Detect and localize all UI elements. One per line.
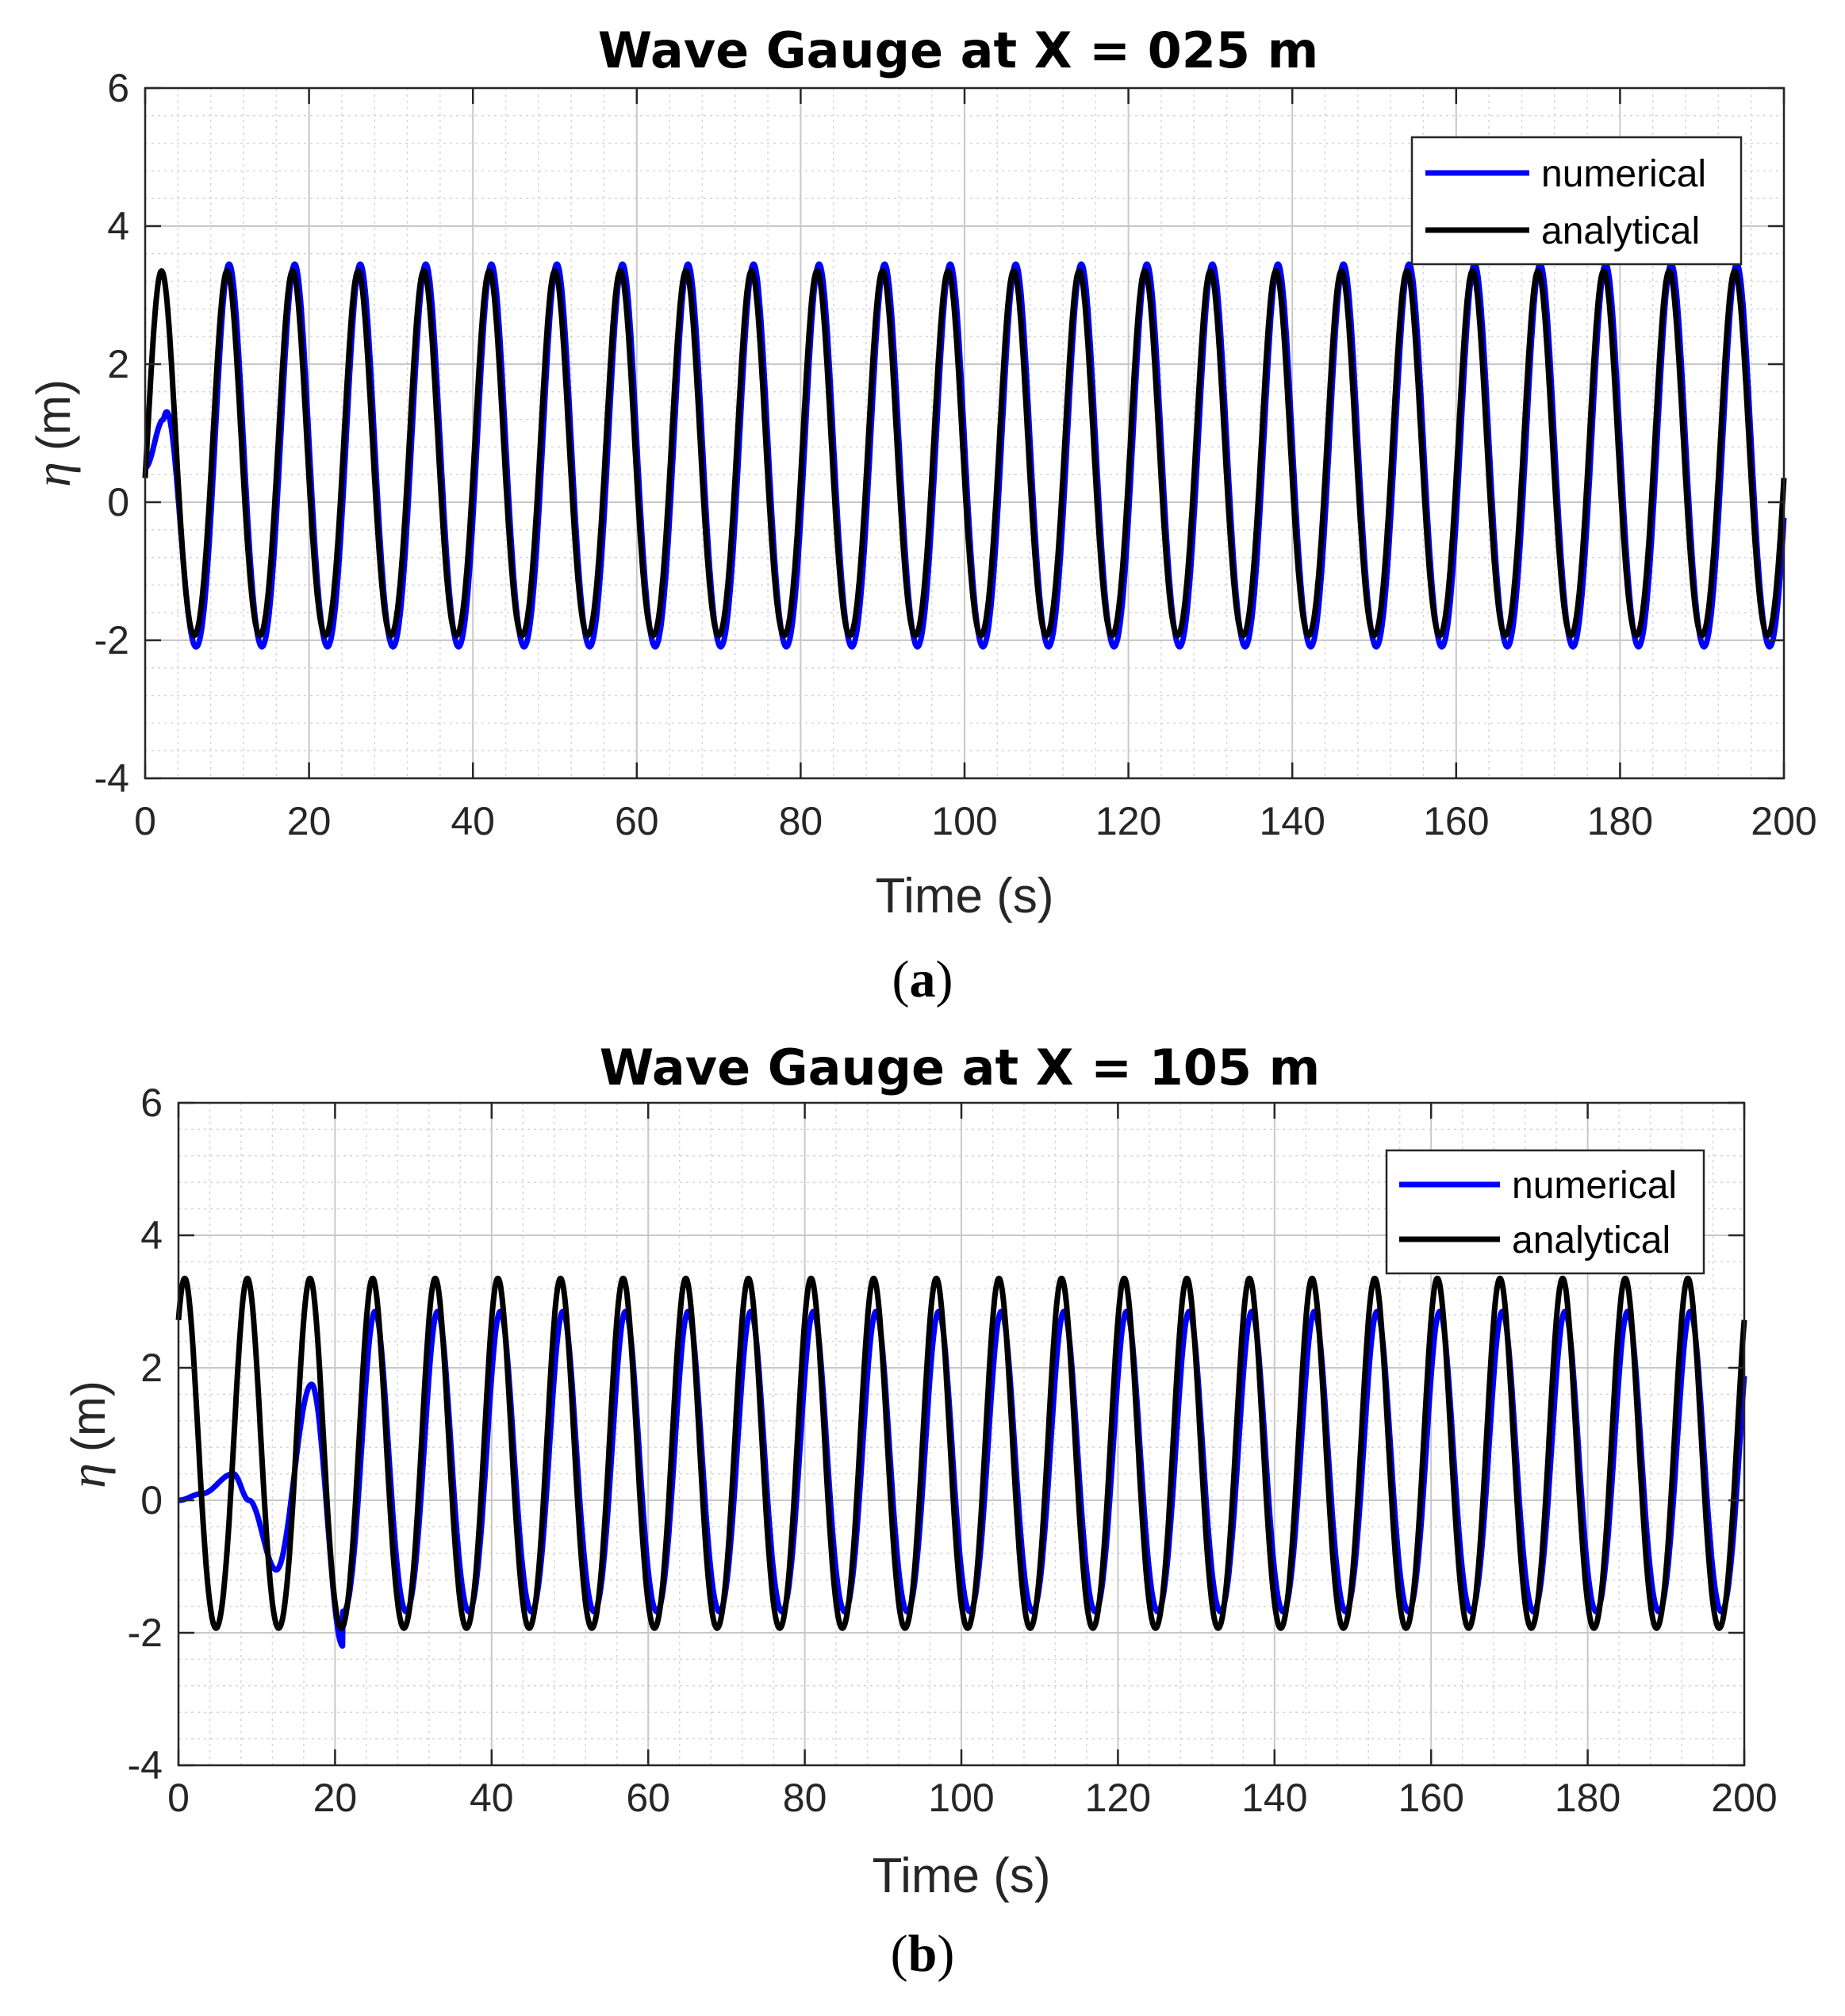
y-tick-label: 4 <box>107 204 129 248</box>
legend-a: numerical analytical <box>1410 136 1743 266</box>
x-tick-label: 80 <box>779 799 823 843</box>
panel-letter-b: b <box>908 1925 938 1983</box>
curves-a <box>142 261 1787 650</box>
x-axis-label-b: Time (s) <box>873 1849 1051 1903</box>
panel-label-b: (b) <box>891 1925 955 1983</box>
x-tick-label: 140 <box>1241 1776 1307 1820</box>
axes-ticks-a: 0 20 40 60 80 100 120 140 160 180 200 -4 -2 0 2 4 6 <box>94 66 1817 843</box>
y-axis-symbol-b: η <box>59 1463 116 1488</box>
y-axis-unit-a: (m) <box>27 379 80 451</box>
x-tick-label: 20 <box>287 799 332 843</box>
series-analytical-line <box>175 1275 1747 1631</box>
x-tick-label: 120 <box>1095 799 1161 843</box>
y-axis-label-b: η (m) <box>59 1380 116 1488</box>
y-tick-label: 2 <box>107 342 129 386</box>
axes-ticks-b: 0 20 40 60 80 100 120 140 160 180 200 -4 -2 0 2 4 6 <box>128 1081 1778 1820</box>
chart-panel-b: Wave Gauge at X = 105 m 0 20 40 60 80 100 120 1… <box>59 1039 1778 1983</box>
chart-title-a: Wave Gauge at X = 025 m <box>598 21 1319 79</box>
x-tick-label: 40 <box>470 1776 514 1820</box>
x-tick-label: 0 <box>134 799 156 843</box>
y-tick-label: 0 <box>107 480 129 524</box>
chart-panel-a: Wave Gauge at X = 025 m 0 20 40 60 80 100 120 1… <box>25 21 1817 1008</box>
x-tick-label: 200 <box>1711 1776 1777 1820</box>
x-tick-label: 100 <box>928 1776 994 1820</box>
series-analytical-line <box>142 268 1787 639</box>
legend-box-b <box>1385 1149 1705 1275</box>
y-tick-label: 6 <box>107 66 129 110</box>
panel-letter-a: a <box>910 950 936 1008</box>
x-tick-label: 160 <box>1423 799 1489 843</box>
legend-label-analytical-a: analytical <box>1541 210 1700 252</box>
y-tick-label: 6 <box>140 1081 163 1125</box>
x-tick-label: 140 <box>1259 799 1325 843</box>
x-tick-label: 180 <box>1555 1776 1621 1820</box>
x-tick-label: 100 <box>931 799 997 843</box>
legend-label-analytical-b: analytical <box>1512 1219 1670 1261</box>
y-tick-label: -2 <box>94 618 129 662</box>
svg-text:η(m): η (m) <box>25 379 81 487</box>
x-tick-label: 60 <box>615 799 659 843</box>
y-tick-label: -2 <box>128 1611 163 1655</box>
x-tick-label: 20 <box>313 1776 358 1820</box>
svg-text:η(m): η (m) <box>59 1380 116 1488</box>
y-axis-label-a: η (m) <box>25 379 81 487</box>
x-axis-label-a: Time (s) <box>876 869 1054 924</box>
legend-label-numerical-a: numerical <box>1541 153 1706 195</box>
chart-title-b: Wave Gauge at X = 105 m <box>600 1039 1321 1096</box>
y-axis-symbol-a: η <box>25 462 81 487</box>
x-tick-label: 200 <box>1751 799 1816 843</box>
x-tick-label: 40 <box>451 799 495 843</box>
x-tick-label: 160 <box>1398 1776 1463 1820</box>
legend-label-numerical-b: numerical <box>1512 1165 1677 1207</box>
y-tick-label: -4 <box>128 1743 163 1788</box>
y-tick-label: 4 <box>140 1213 163 1258</box>
x-tick-label: 120 <box>1085 1776 1151 1820</box>
x-tick-label: 180 <box>1587 799 1653 843</box>
curves-b <box>175 1275 1747 1649</box>
panel-label-a: (a) <box>892 950 953 1008</box>
x-tick-label: 80 <box>783 1776 827 1820</box>
y-tick-label: -4 <box>94 756 129 801</box>
y-tick-label: 2 <box>140 1346 163 1390</box>
y-axis-unit-b: (m) <box>62 1380 115 1452</box>
x-tick-label: 0 <box>167 1776 190 1820</box>
legend-b: numerical analytical <box>1385 1149 1705 1275</box>
x-tick-label: 60 <box>626 1776 670 1820</box>
legend-box-a <box>1410 136 1743 266</box>
y-tick-label: 0 <box>140 1478 163 1523</box>
